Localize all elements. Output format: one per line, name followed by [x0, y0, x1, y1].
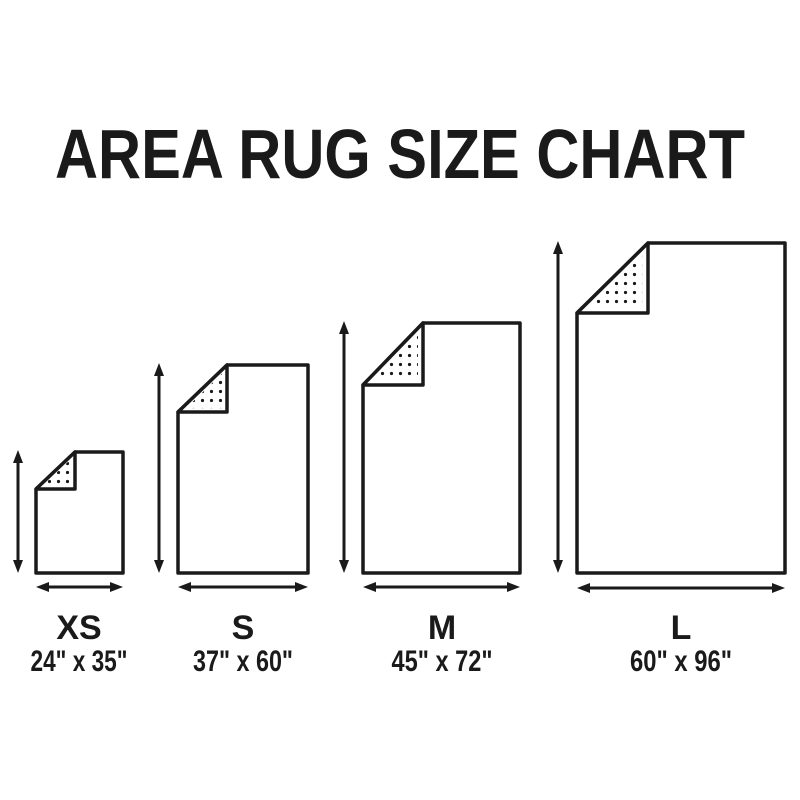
- dimensions-label: 60" x 96": [630, 645, 732, 678]
- arrow-head-left: [577, 583, 590, 593]
- width-arrow: [577, 583, 785, 593]
- size-label: M: [428, 609, 456, 647]
- arrow-head-left: [363, 582, 376, 592]
- height-arrow: [13, 450, 23, 573]
- size-label: L: [671, 609, 692, 647]
- width-arrow: [363, 582, 520, 592]
- arrow-head-up: [13, 450, 23, 463]
- height-arrow: [339, 321, 349, 573]
- rug-xs: XS 24" x 35": [13, 450, 128, 678]
- arrow-head-down: [553, 560, 563, 573]
- arrow-head-left: [36, 582, 49, 592]
- width-arrow: [36, 582, 123, 592]
- arrow-head-down: [339, 560, 349, 573]
- dimensions-label: 37" x 60": [193, 645, 293, 678]
- arrow-head-left: [178, 582, 191, 592]
- size-label: XS: [56, 609, 101, 647]
- rug-l: L 60" x 96": [553, 241, 787, 678]
- arrow-head-right: [507, 582, 520, 592]
- arrow-head-right: [295, 582, 308, 592]
- arrow-head-up: [553, 241, 563, 254]
- size-label: S: [232, 609, 255, 647]
- arrow-head-down: [13, 560, 23, 573]
- dimensions-label: 24" x 35": [31, 645, 128, 678]
- arrow-head-right: [110, 582, 123, 592]
- arrow-head-down: [154, 560, 164, 573]
- arrow-head-up: [339, 321, 349, 334]
- arrow-head-right: [772, 583, 785, 593]
- page-title: AREA RUG SIZE CHART: [55, 115, 745, 193]
- rug-outline: [34, 450, 125, 575]
- height-arrow: [553, 241, 563, 573]
- fold-dots: [588, 254, 643, 308]
- rug-m: M 45" x 72": [339, 321, 522, 678]
- rug-s: S 37" x 60": [154, 363, 310, 678]
- height-arrow: [154, 363, 164, 573]
- fold-dots: [42, 458, 72, 486]
- dimensions-label: 45" x 72": [392, 645, 493, 678]
- width-arrow: [178, 582, 308, 592]
- fold-dots: [186, 372, 223, 409]
- arrow-head-up: [154, 363, 164, 376]
- fold-dots: [373, 333, 418, 380]
